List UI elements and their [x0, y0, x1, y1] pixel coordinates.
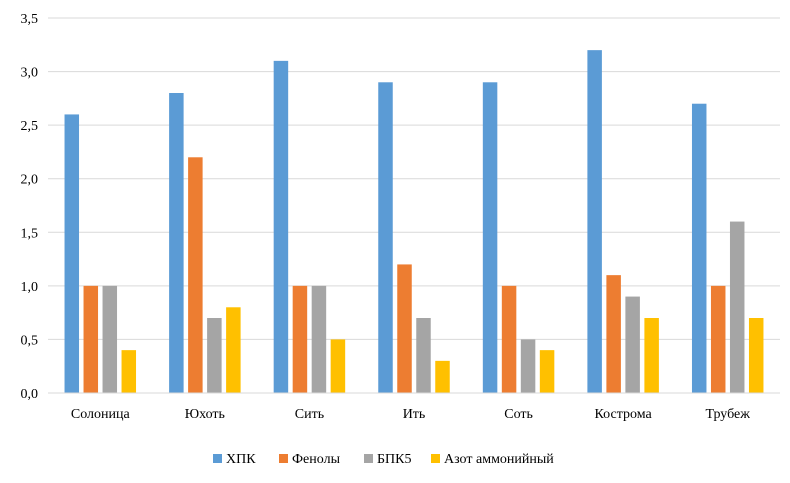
y-tick-label: 1,0: [21, 280, 39, 295]
bar: [292, 285, 308, 393]
x-axis-category-labels: Солоница Юхоть Сить Ить Соть Кострома Трубеж: [71, 407, 750, 422]
bar: [121, 350, 137, 393]
bar: [64, 114, 80, 393]
bar: [169, 93, 184, 393]
bar: [587, 50, 602, 394]
x-category-label: Трубеж: [705, 407, 750, 422]
x-category-label: Сить: [295, 407, 324, 422]
bar: [311, 285, 327, 393]
legend: ХПК Фенолы БПК5 Азот аммонийный: [213, 452, 554, 467]
legend-swatch: [431, 454, 440, 463]
legend-swatch: [279, 454, 288, 463]
x-category-label: Соть: [504, 407, 533, 422]
x-category-label: Солоница: [71, 407, 131, 422]
y-tick-label: 2,0: [21, 173, 39, 188]
bar: [729, 221, 745, 393]
bar: [501, 285, 517, 393]
y-tick-label: 0,5: [21, 333, 39, 348]
gridlines: [48, 17, 780, 340]
bar: [482, 82, 498, 394]
legend-label: ХПК: [226, 452, 256, 467]
bar: [416, 318, 431, 393]
bar: [710, 285, 726, 393]
y-tick-label: 3,0: [21, 66, 39, 81]
y-tick-label: 3,5: [21, 12, 39, 27]
bar: [606, 275, 621, 393]
legend-label: Азот аммонийный: [444, 452, 554, 467]
bar: [644, 318, 659, 393]
bar: [748, 318, 764, 393]
bar: [207, 318, 222, 393]
bar: [273, 60, 289, 393]
legend-swatch: [213, 454, 222, 463]
y-tick-label: 1,5: [21, 226, 39, 241]
bar: [539, 350, 555, 393]
x-category-label: Юхоть: [185, 407, 225, 422]
bar: [102, 285, 118, 393]
legend-label: Фенолы: [292, 452, 341, 467]
x-category-label: Ить: [403, 407, 426, 422]
bar: [378, 82, 393, 394]
bars: [64, 50, 764, 394]
y-tick-label: 2,5: [21, 119, 39, 134]
bar: [226, 307, 241, 393]
bar: [330, 339, 346, 393]
bar: [520, 339, 536, 393]
bar: [83, 285, 99, 393]
x-category-label: Кострома: [595, 407, 653, 422]
y-axis-tick-labels: 0,0 0,5 1,0 1,5 2,0 2,5 3,0 3,5: [21, 12, 39, 402]
legend-swatch: [364, 454, 373, 463]
bar: [691, 103, 707, 393]
y-tick-label: 0,0: [21, 387, 39, 402]
bar: [435, 360, 450, 393]
bar: [625, 296, 640, 393]
legend-label: БПК5: [377, 452, 412, 467]
bar: [188, 157, 203, 393]
bar: [397, 264, 412, 393]
